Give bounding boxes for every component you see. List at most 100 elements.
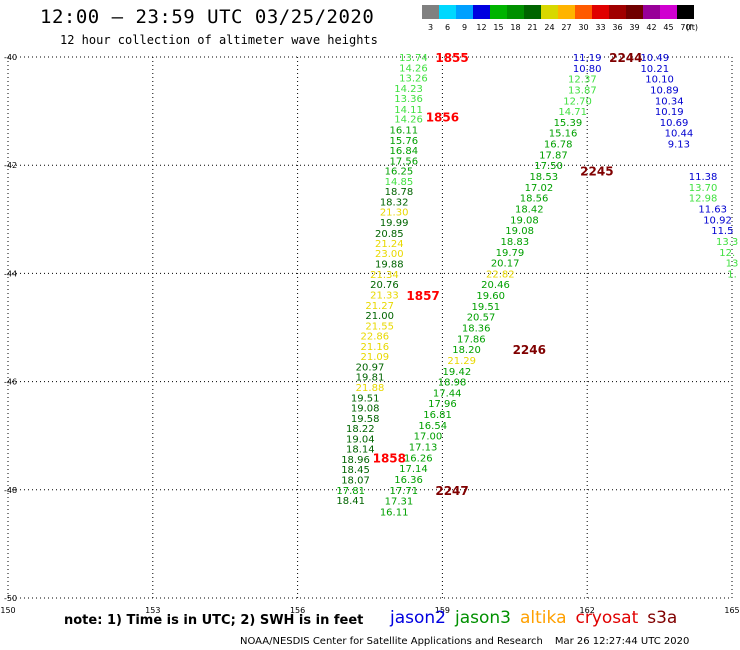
wave-height-label: 10.92 [703, 215, 732, 226]
wave-height-label: 17.13 [409, 443, 438, 454]
y-tick-label: -48 [4, 486, 17, 495]
wave-height-label: 18.07 [341, 476, 370, 487]
time-label: 2246 [513, 343, 546, 357]
wave-height-label: 10.10 [645, 75, 674, 86]
satellite-jason2: jason2 [390, 608, 446, 628]
wave-height-label: 22.82 [486, 269, 515, 280]
legend-swatch-30 [575, 5, 592, 19]
wave-height-label: 14.71 [558, 107, 587, 118]
wave-height-label: 18.14 [346, 445, 375, 456]
legend-swatch-39 [626, 5, 643, 19]
legend-label-27: 27 [561, 23, 572, 32]
wave-height-label: 13.26 [399, 74, 428, 85]
wave-height-label: 16.78 [544, 140, 573, 151]
time-label: 1855 [435, 51, 468, 65]
wave-height-label: 11.38 [689, 172, 718, 183]
wave-height-label: 18.96 [341, 455, 370, 466]
legend-swatch-24 [541, 5, 558, 19]
wave-height-label: 19.60 [476, 291, 505, 302]
satellite-altika: altika [520, 608, 567, 628]
wave-height-label: 15.39 [554, 118, 583, 129]
x-tick-label: 150 [0, 606, 15, 615]
legend-label-12: 12 [476, 23, 487, 32]
time-label: 2244 [609, 51, 642, 65]
legend-label-9: 9 [461, 23, 468, 32]
wave-height-label: 20.85 [375, 229, 404, 240]
wave-height-label: 1. [727, 269, 737, 280]
legend-label-33: 33 [595, 23, 606, 32]
legend-swatch-42 [643, 5, 660, 19]
chart-subtitle: 12 hour collection of altimeter wave hei… [60, 33, 378, 47]
legend-swatch-9 [456, 5, 473, 19]
wave-height-label: 17.00 [414, 432, 443, 443]
legend-unit: (ft) [686, 23, 699, 32]
wave-height-label: 12.70 [563, 96, 592, 107]
y-tick-label: -46 [4, 378, 17, 387]
wave-height-label: 19.79 [496, 248, 525, 259]
wave-height-label: 17.96 [428, 399, 457, 410]
legend-swatch-3 [422, 5, 439, 19]
y-tick-label: -40 [4, 53, 17, 62]
wave-height-label: 13.74 [399, 53, 428, 64]
wave-height-label: 21.34 [370, 270, 399, 281]
wave-height-label: 18.45 [341, 465, 370, 476]
wave-height-label: 18.32 [380, 197, 409, 208]
wave-height-label: 23.00 [375, 249, 404, 260]
wave-height-label: 20.57 [467, 313, 496, 324]
wave-height-label: 19.58 [351, 414, 380, 425]
satellite-legend: jason2 jason3 altika cryosat s3a [390, 608, 686, 628]
wave-height-label: 10.34 [655, 96, 684, 107]
wave-height-label: 18.83 [500, 237, 529, 248]
wave-height-label: 19.99 [380, 218, 409, 229]
wave-height-label: 18.22 [346, 424, 375, 435]
satellite-cryosat: cryosat [575, 608, 639, 628]
legend-label-15: 15 [493, 23, 504, 32]
y-tick-label: -50 [4, 594, 17, 603]
x-tick-label: 153 [145, 606, 160, 615]
wave-height-label: 11.63 [698, 204, 727, 215]
credit-timestamp: Mar 26 12:27:44 UTC 2020 [554, 636, 690, 647]
legend-label-42: 42 [646, 23, 657, 32]
legend-swatch-27 [558, 5, 575, 19]
y-tick-label: -44 [4, 269, 17, 278]
legend-label-39: 39 [629, 23, 640, 32]
time-label: 2247 [435, 484, 468, 498]
wave-height-label: 15.16 [549, 129, 578, 140]
wave-height-label: 21.33 [370, 290, 399, 301]
wave-height-label: 13.36 [394, 94, 423, 105]
wave-height-label: 20.46 [481, 280, 510, 291]
wave-height-label: 13.70 [689, 183, 718, 194]
wave-height-label: 12. [719, 248, 735, 259]
legend-swatch-21 [524, 5, 541, 19]
wave-height-label: 16.11 [380, 507, 409, 518]
wave-height-label: 14.85 [385, 177, 414, 188]
wave-height-label: 16.81 [423, 410, 452, 421]
wave-height-label: 14.23 [394, 84, 423, 95]
wave-height-label: 12.98 [689, 194, 718, 205]
legend-label-30: 30 [578, 23, 589, 32]
wave-height-label: 18.20 [452, 345, 481, 356]
wave-height-label: 16.54 [418, 421, 447, 432]
wave-height-label: 10.19 [655, 107, 684, 118]
wave-height-label: 10.44 [665, 129, 694, 140]
wave-height-label: 18.36 [462, 324, 491, 335]
wave-height-label: 10.89 [650, 85, 679, 96]
time-label: 1856 [426, 111, 459, 125]
footnote: note: 1) Time is in UTC; 2) SWH is in fe… [64, 613, 364, 628]
wave-height-label: 17.31 [385, 497, 414, 508]
wave-height-label: 19.51 [472, 302, 501, 313]
wave-height-label: 10.69 [660, 118, 689, 129]
wave-height-label: 17.44 [433, 388, 462, 399]
wave-height-label: 17.71 [389, 486, 418, 497]
legend-label-3: 3 [427, 23, 434, 32]
wave-height-label: 18.41 [336, 496, 365, 507]
legend-label-6: 6 [444, 23, 451, 32]
wave-height-label: 13.87 [568, 85, 597, 96]
legend-swatch-15 [490, 5, 507, 19]
legend-label-36: 36 [612, 23, 623, 32]
y-tick-label: -42 [4, 161, 17, 170]
wave-height-label: 12.37 [568, 75, 597, 86]
legend-swatch-36 [609, 5, 626, 19]
time-label: 2245 [580, 165, 613, 179]
x-tick-label: 165 [724, 606, 739, 615]
